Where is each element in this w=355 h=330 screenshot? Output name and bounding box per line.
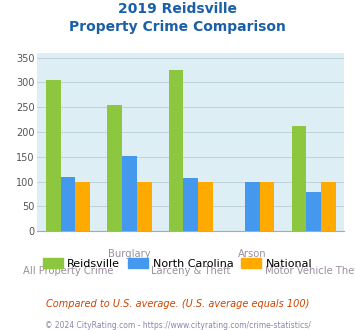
Bar bbox=[46, 80, 61, 231]
Text: Burglary: Burglary bbox=[108, 249, 151, 259]
Bar bbox=[184, 178, 198, 231]
Bar bbox=[291, 126, 306, 231]
Bar bbox=[245, 182, 260, 231]
Bar bbox=[169, 70, 184, 231]
Text: Motor Vehicle Theft: Motor Vehicle Theft bbox=[265, 266, 355, 276]
Legend: Reidsville, North Carolina, National: Reidsville, North Carolina, National bbox=[38, 253, 317, 273]
Text: Arson: Arson bbox=[238, 249, 267, 259]
Text: Compared to U.S. average. (U.S. average equals 100): Compared to U.S. average. (U.S. average … bbox=[46, 299, 309, 309]
Bar bbox=[137, 182, 152, 231]
Bar bbox=[107, 105, 122, 231]
Bar bbox=[198, 182, 213, 231]
Text: © 2024 CityRating.com - https://www.cityrating.com/crime-statistics/: © 2024 CityRating.com - https://www.city… bbox=[45, 321, 310, 330]
Bar bbox=[321, 182, 336, 231]
Text: Property Crime Comparison: Property Crime Comparison bbox=[69, 20, 286, 34]
Text: Larceny & Theft: Larceny & Theft bbox=[151, 266, 230, 276]
Text: 2019 Reidsville: 2019 Reidsville bbox=[118, 2, 237, 16]
Text: All Property Crime: All Property Crime bbox=[23, 266, 113, 276]
Bar bbox=[122, 156, 137, 231]
Bar bbox=[61, 177, 75, 231]
Bar bbox=[306, 192, 321, 231]
Bar bbox=[75, 182, 90, 231]
Bar bbox=[260, 182, 274, 231]
